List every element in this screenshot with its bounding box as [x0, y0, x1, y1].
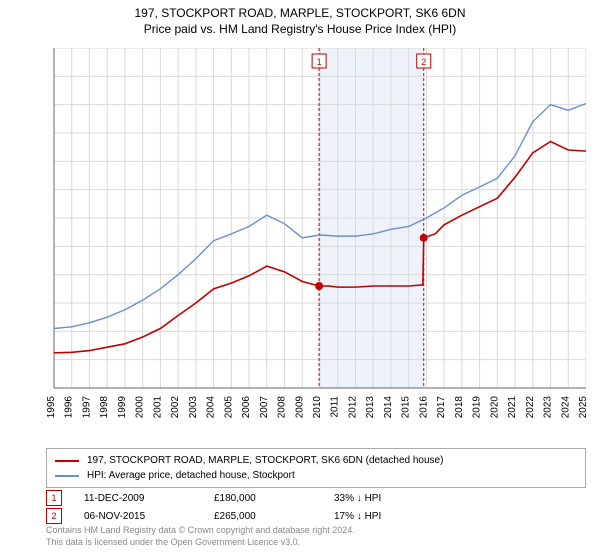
- legend-swatch: [55, 475, 79, 477]
- svg-text:2021: 2021: [507, 396, 518, 418]
- footer-line1: Contains HM Land Registry data © Crown c…: [46, 525, 355, 537]
- svg-text:2002: 2002: [170, 396, 181, 418]
- sale-price: £180,000: [214, 493, 334, 504]
- svg-text:2013: 2013: [365, 396, 376, 418]
- legend-item: 197, STOCKPORT ROAD, MARPLE, STOCKPORT, …: [55, 453, 577, 468]
- sale-price: £265,000: [214, 511, 334, 522]
- sales-list: 1 11-DEC-2009£180,00033% ↓ HPI 2 06-NOV-201…: [46, 488, 381, 524]
- sale-hpi: 17% ↓ HPI: [334, 511, 381, 522]
- svg-text:2023: 2023: [543, 396, 554, 418]
- svg-text:2005: 2005: [223, 396, 234, 418]
- svg-text:2012: 2012: [347, 396, 358, 418]
- svg-text:2020: 2020: [489, 396, 500, 418]
- sale-marker: 1: [46, 490, 62, 506]
- svg-text:1995: 1995: [46, 396, 57, 418]
- svg-text:2024: 2024: [560, 396, 571, 418]
- svg-text:2014: 2014: [383, 396, 394, 418]
- svg-text:1996: 1996: [64, 396, 75, 418]
- svg-text:2007: 2007: [259, 396, 270, 418]
- legend: 197, STOCKPORT ROAD, MARPLE, STOCKPORT, …: [46, 448, 586, 488]
- chart: £0£50K£100K£150K£200K£250K£300K£350K£400…: [46, 48, 586, 418]
- legend-label: HPI: Average price, detached house, Stoc…: [87, 468, 295, 483]
- svg-text:2006: 2006: [241, 396, 252, 418]
- footer-attribution: Contains HM Land Registry data © Crown c…: [46, 525, 355, 548]
- legend-label: 197, STOCKPORT ROAD, MARPLE, STOCKPORT, …: [87, 453, 443, 468]
- sale-date: 06-NOV-2015: [84, 511, 214, 522]
- svg-text:1998: 1998: [99, 396, 110, 418]
- legend-item: HPI: Average price, detached house, Stoc…: [55, 468, 577, 483]
- svg-text:2004: 2004: [206, 396, 217, 418]
- svg-text:1997: 1997: [81, 396, 92, 418]
- sale-date: 11-DEC-2009: [84, 493, 214, 504]
- svg-text:2019: 2019: [472, 396, 483, 418]
- svg-text:1: 1: [317, 57, 322, 67]
- svg-text:2008: 2008: [277, 396, 288, 418]
- sale-marker: 2: [46, 508, 62, 524]
- svg-text:2017: 2017: [436, 396, 447, 418]
- svg-text:2009: 2009: [294, 396, 305, 418]
- svg-text:2001: 2001: [152, 396, 163, 418]
- svg-text:2010: 2010: [312, 396, 323, 418]
- sale-row: 2 06-NOV-2015£265,00017% ↓ HPI: [46, 508, 381, 524]
- svg-text:2011: 2011: [330, 396, 341, 418]
- svg-text:2025: 2025: [578, 396, 586, 418]
- chart-title-line2: Price paid vs. HM Land Registry's House …: [0, 22, 600, 38]
- svg-text:2000: 2000: [135, 396, 146, 418]
- sale-row: 1 11-DEC-2009£180,00033% ↓ HPI: [46, 490, 381, 506]
- svg-text:2016: 2016: [418, 396, 429, 418]
- chart-title-line1: 197, STOCKPORT ROAD, MARPLE, STOCKPORT, …: [0, 6, 600, 22]
- svg-text:2018: 2018: [454, 396, 465, 418]
- footer-line2: This data is licensed under the Open Gov…: [46, 537, 355, 549]
- svg-text:2015: 2015: [401, 396, 412, 418]
- svg-text:1999: 1999: [117, 396, 128, 418]
- sale-hpi: 33% ↓ HPI: [334, 493, 381, 504]
- svg-text:2: 2: [421, 57, 426, 67]
- chart-svg: £0£50K£100K£150K£200K£250K£300K£350K£400…: [46, 48, 586, 418]
- legend-swatch: [55, 460, 79, 462]
- svg-text:2003: 2003: [188, 396, 199, 418]
- svg-text:2022: 2022: [525, 396, 536, 418]
